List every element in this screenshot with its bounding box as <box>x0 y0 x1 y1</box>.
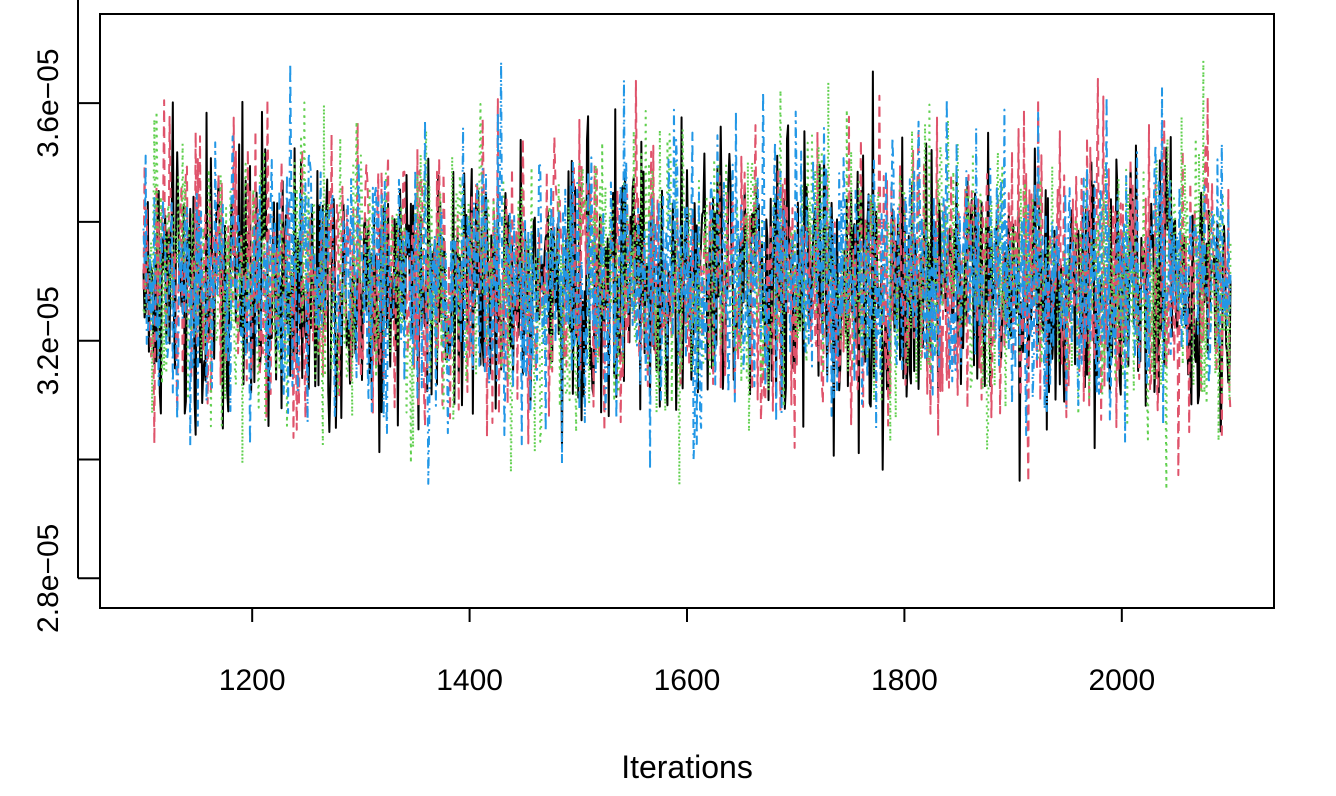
y-axis: 2.8e−05 3.2e−05 3.6e−05 <box>32 0 100 633</box>
x-tick-label: 1600 <box>654 664 721 697</box>
x-tick-label: 1800 <box>871 664 938 697</box>
series-layer <box>142 59 1232 491</box>
trace-series-1 <box>142 70 1232 482</box>
x-tick-label: 1200 <box>219 664 286 697</box>
y-tick-label: 3.2e−05 <box>32 286 65 395</box>
y-tick-label: 3.6e−05 <box>32 48 65 157</box>
trace-series-4 <box>142 60 1232 485</box>
trace-series-3 <box>142 59 1232 491</box>
y-tick-label: 2.8e−05 <box>32 524 65 633</box>
x-axis: 1200 1400 1600 1800 2000 <box>219 607 1155 697</box>
x-axis-title: Iterations <box>621 749 753 785</box>
x-tick-label: 2000 <box>1088 664 1155 697</box>
x-tick-label: 1400 <box>436 664 503 697</box>
